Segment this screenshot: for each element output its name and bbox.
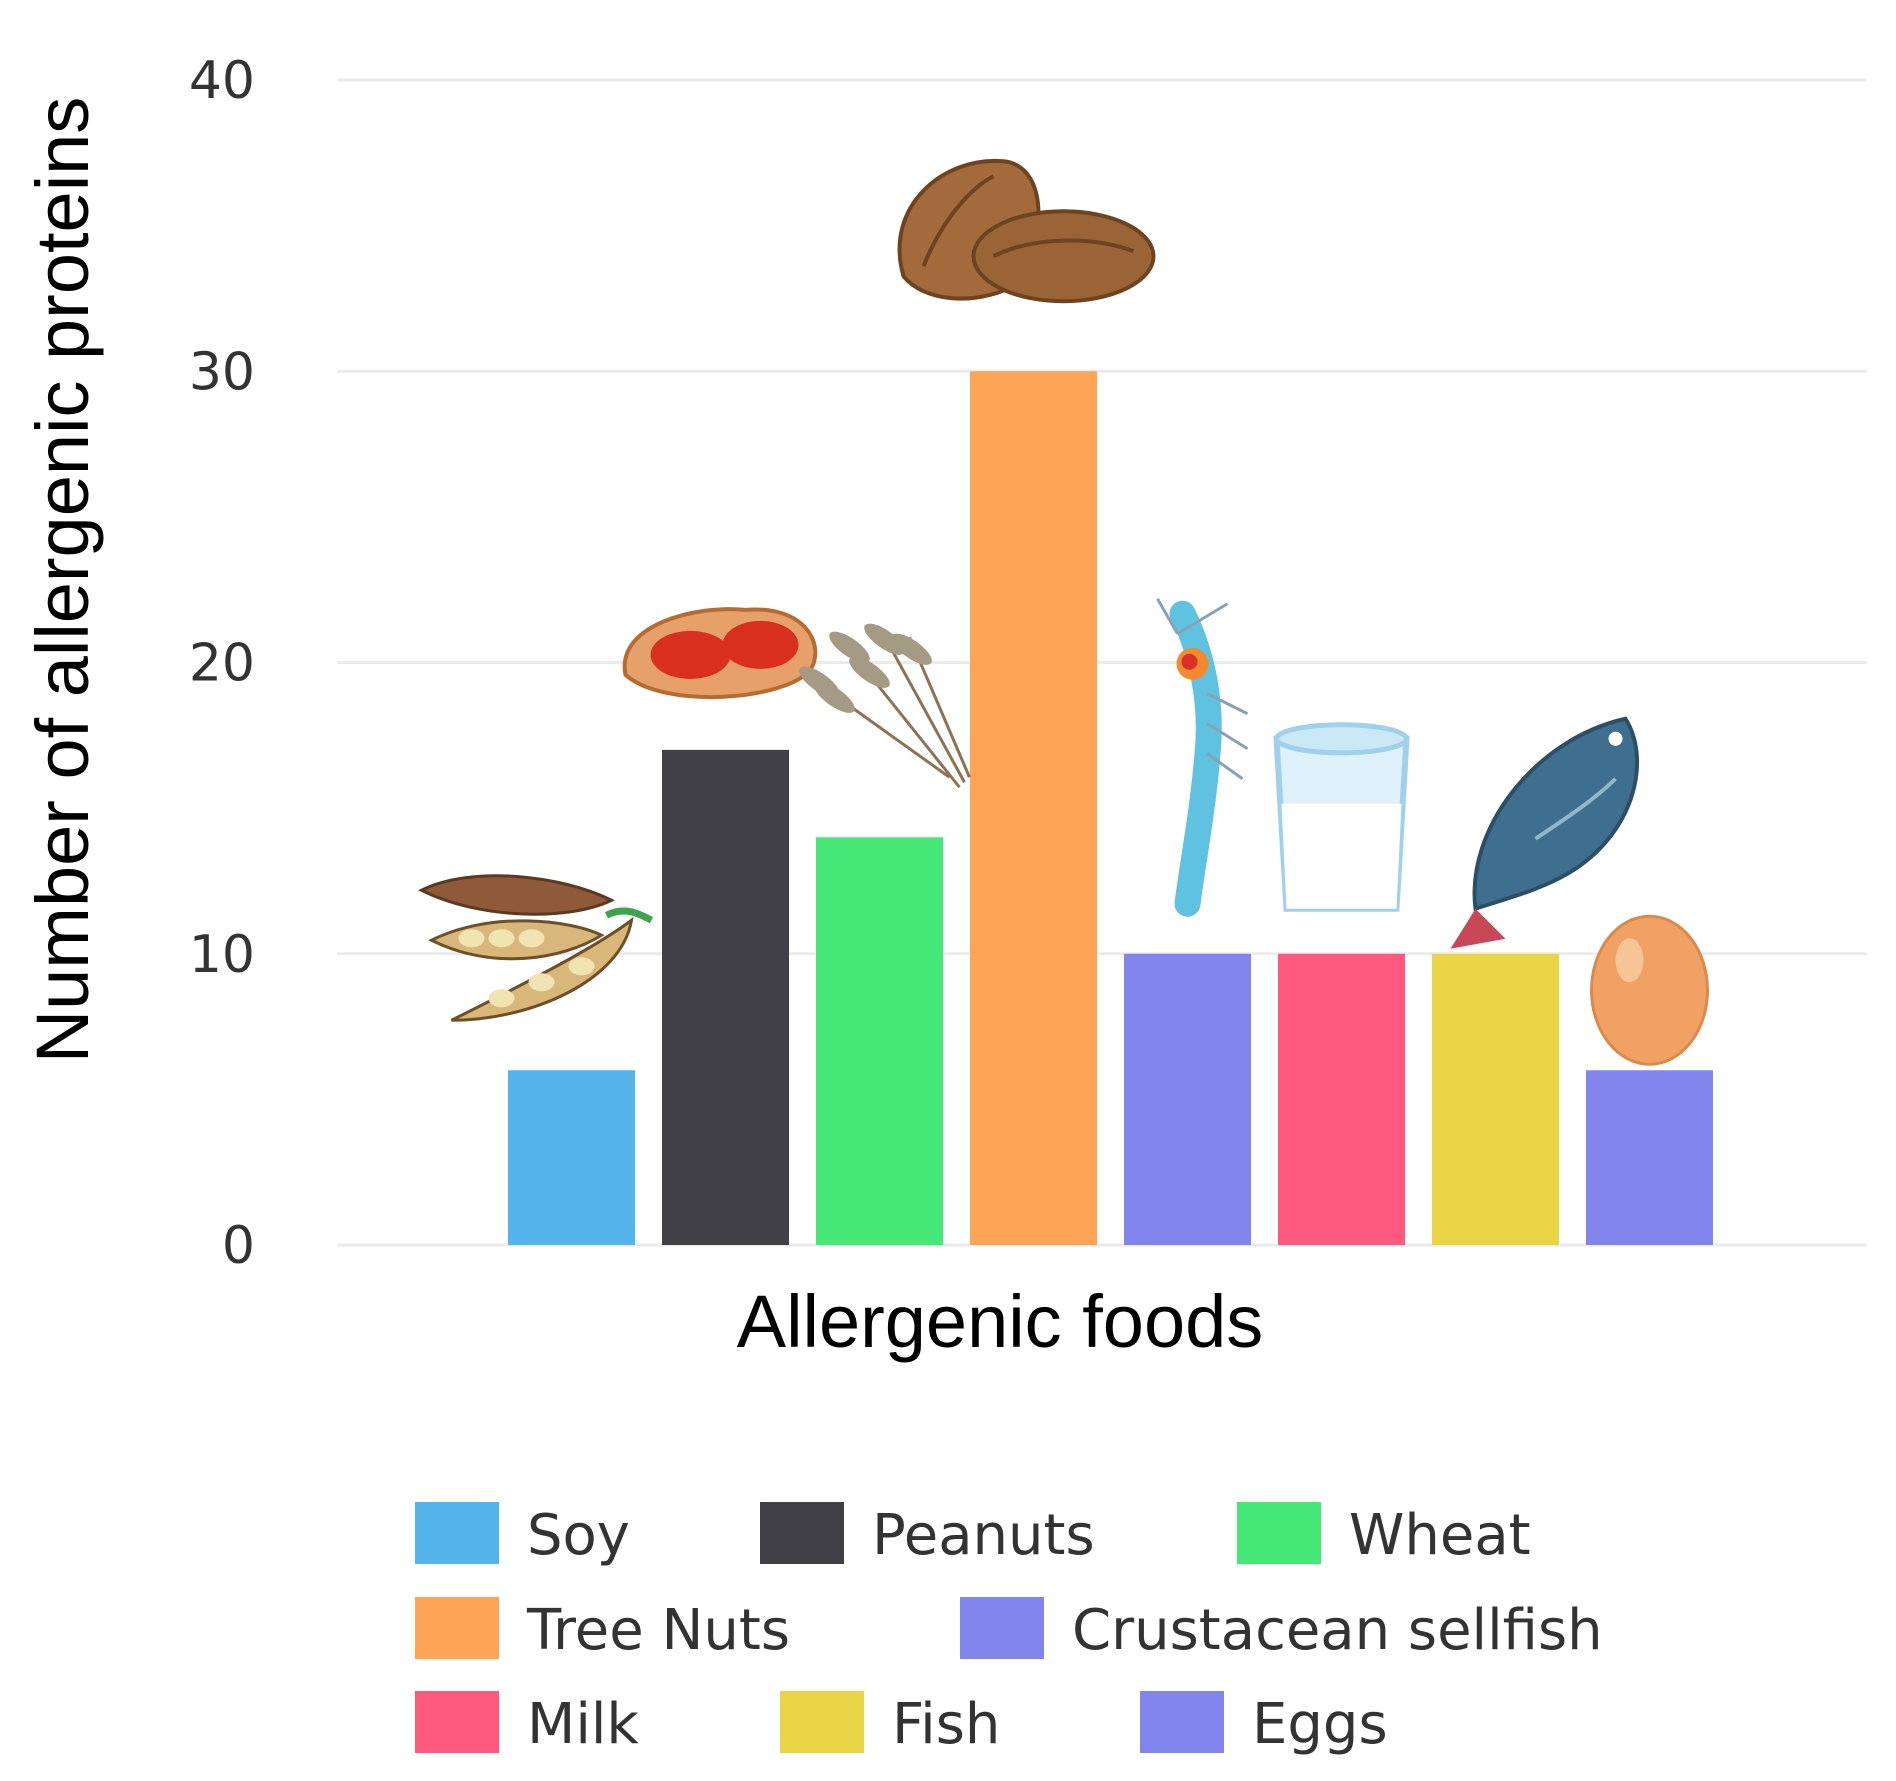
bars bbox=[508, 371, 1713, 1245]
walnut-icon bbox=[897, 158, 1156, 304]
shrimp-icon bbox=[1156, 598, 1249, 917]
legend-swatch bbox=[415, 1502, 499, 1564]
y-tick-label: 30 bbox=[189, 342, 255, 402]
legend-item-soy[interactable]: Soy bbox=[415, 1502, 630, 1568]
legend-item-milk[interactable]: Milk bbox=[415, 1691, 639, 1757]
legend-label: Milk bbox=[527, 1692, 639, 1757]
legend-label: Wheat bbox=[1349, 1503, 1531, 1568]
legend-swatch bbox=[960, 1597, 1044, 1659]
egg-icon bbox=[1590, 914, 1709, 1066]
bar-milk bbox=[1278, 953, 1405, 1245]
y-axis-title: Number of allergenic proteins bbox=[21, 97, 104, 1064]
legend-label: Eggs bbox=[1252, 1692, 1388, 1757]
peanut-icon bbox=[622, 607, 818, 700]
bar-soy bbox=[508, 1070, 635, 1245]
legend-label: Fish bbox=[892, 1692, 1000, 1757]
milk-glass-icon bbox=[1273, 722, 1410, 912]
legend-label: Soy bbox=[527, 1503, 630, 1568]
legend-item-eggs[interactable]: Eggs bbox=[1140, 1691, 1388, 1757]
legend-label: Crustacean sellfish bbox=[1072, 1598, 1603, 1663]
bar-tree-nuts bbox=[970, 371, 1097, 1245]
y-tick-label: 20 bbox=[189, 634, 255, 694]
legend: Soy Peanuts Wheat Tree Nuts Crustacean sellf… bbox=[415, 1502, 1603, 1757]
bar-eggs bbox=[1586, 1070, 1713, 1245]
legend-label: Peanuts bbox=[872, 1503, 1095, 1568]
legend-item-peanuts[interactable]: Peanuts bbox=[760, 1502, 1095, 1568]
legend-item-crustacean-sellfish[interactable]: Crustacean sellfish bbox=[960, 1597, 1603, 1663]
y-tick-label: 0 bbox=[222, 1216, 255, 1276]
legend-swatch bbox=[1237, 1502, 1321, 1564]
soybean-pods-icon bbox=[418, 874, 654, 1022]
bar-wheat bbox=[816, 837, 943, 1245]
legend-item-fish[interactable]: Fish bbox=[780, 1691, 1000, 1757]
legend-swatch bbox=[415, 1691, 499, 1753]
food-icons bbox=[418, 158, 1709, 1066]
legend-swatch bbox=[760, 1502, 844, 1564]
legend-item-wheat[interactable]: Wheat bbox=[1237, 1502, 1531, 1568]
bar-fish bbox=[1432, 953, 1559, 1245]
y-tick-label: 10 bbox=[189, 925, 255, 985]
legend-swatch bbox=[780, 1691, 864, 1753]
fish-icon bbox=[1450, 716, 1640, 949]
bar-peanuts bbox=[662, 749, 789, 1245]
x-axis-title: Allergenic foods bbox=[737, 1280, 1264, 1363]
y-tick-label: 40 bbox=[189, 51, 255, 111]
legend-swatch bbox=[1140, 1691, 1224, 1753]
legend-swatch bbox=[415, 1597, 499, 1659]
bar-crustacean-sellfish bbox=[1124, 953, 1251, 1245]
legend-label: Tree Nuts bbox=[526, 1598, 790, 1663]
wheat-icon bbox=[799, 623, 971, 789]
legend-item-tree-nuts[interactable]: Tree Nuts bbox=[415, 1597, 790, 1663]
y-axis-ticks: 0 10 20 30 40 bbox=[189, 51, 255, 1276]
